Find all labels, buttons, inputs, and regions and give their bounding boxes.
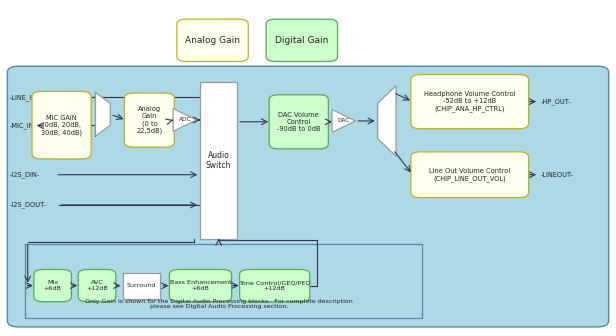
- Text: -I2S_DOUT-: -I2S_DOUT-: [10, 202, 47, 208]
- Text: Line Out Volume Control
(CHIP_LINE_OUT_VOL): Line Out Volume Control (CHIP_LINE_OUT_V…: [429, 168, 510, 181]
- FancyBboxPatch shape: [78, 269, 116, 302]
- Text: ADC: ADC: [179, 118, 191, 122]
- FancyBboxPatch shape: [7, 66, 609, 327]
- FancyBboxPatch shape: [411, 75, 529, 129]
- FancyBboxPatch shape: [32, 91, 91, 159]
- Text: -I2S_DIN-: -I2S_DIN-: [10, 171, 40, 178]
- FancyBboxPatch shape: [124, 93, 174, 147]
- Text: MIC GAIN
(0dB, 20dB,
30dB, 40dB): MIC GAIN (0dB, 20dB, 30dB, 40dB): [41, 115, 82, 136]
- Text: Headphone Volume Control
-52dB to +12dB
(CHIP_ANA_HP_CTRL): Headphone Volume Control -52dB to +12dB …: [424, 91, 516, 112]
- Text: -LINE_IN-: -LINE_IN-: [10, 94, 39, 101]
- Text: Bass Enhancement
+6dB: Bass Enhancement +6dB: [169, 280, 232, 291]
- Text: Audio
Switch: Audio Switch: [206, 151, 232, 170]
- FancyBboxPatch shape: [34, 269, 71, 302]
- Polygon shape: [95, 92, 110, 136]
- FancyBboxPatch shape: [240, 269, 310, 302]
- Text: Digital Gain: Digital Gain: [275, 36, 328, 45]
- FancyBboxPatch shape: [266, 19, 338, 61]
- Text: DAC Volume
Control
-90dB to 0dB: DAC Volume Control -90dB to 0dB: [277, 112, 320, 132]
- FancyBboxPatch shape: [169, 269, 232, 302]
- FancyBboxPatch shape: [411, 152, 529, 198]
- Polygon shape: [378, 86, 396, 156]
- Text: -LINEOUT-: -LINEOUT-: [540, 172, 573, 178]
- Bar: [123, 273, 160, 299]
- FancyBboxPatch shape: [269, 95, 328, 149]
- Text: Only Gain is shown for the Digital Audio Processing blocks.  For complete descri: Only Gain is shown for the Digital Audio…: [85, 299, 352, 309]
- Text: -MIC_IN-: -MIC_IN-: [10, 123, 37, 129]
- Polygon shape: [173, 109, 197, 131]
- Polygon shape: [332, 110, 355, 132]
- Text: Tone Control/GEQ/PEQ
+12dB: Tone Control/GEQ/PEQ +12dB: [239, 280, 310, 291]
- Text: Analog
Gain
(0 to
22.5dB): Analog Gain (0 to 22.5dB): [136, 106, 163, 134]
- Text: Mix
+6dB: Mix +6dB: [44, 280, 62, 291]
- FancyBboxPatch shape: [177, 19, 248, 61]
- Text: AVC
+12dB: AVC +12dB: [86, 280, 108, 291]
- Text: Surround: Surround: [127, 284, 156, 288]
- Text: DAC: DAC: [338, 119, 350, 123]
- Bar: [25, 244, 422, 318]
- Text: -HP_OUT-: -HP_OUT-: [540, 98, 571, 105]
- Bar: [200, 82, 237, 239]
- Text: Analog Gain: Analog Gain: [185, 36, 240, 45]
